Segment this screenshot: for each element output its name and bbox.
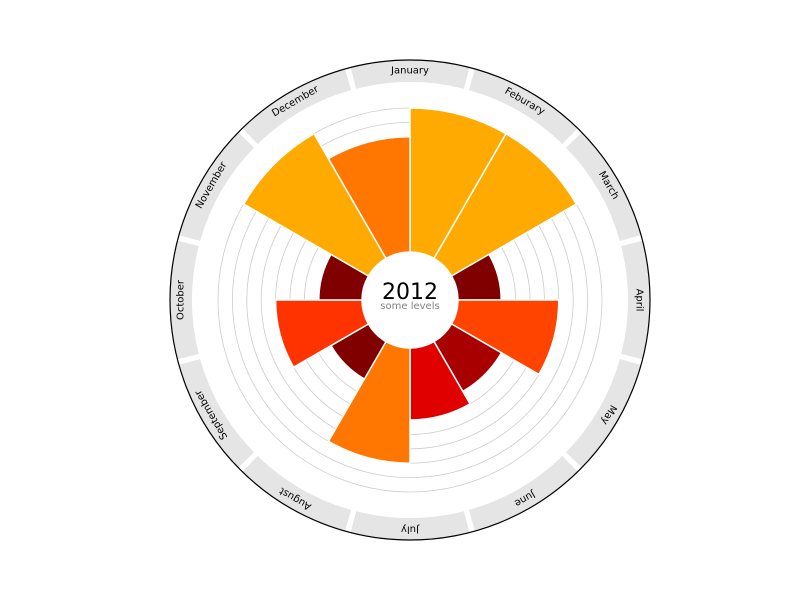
chart-title: 2012 [382,280,438,305]
month-ring-segment [178,132,255,242]
bars [242,107,578,464]
chart-subtitle: some levels [380,301,439,312]
center-disc [362,252,458,348]
month-ring-segment [350,511,470,540]
month-label: July [401,524,420,535]
month-ring-segment [242,68,352,145]
month-label: January [390,66,429,77]
month-ring-segment [178,358,255,468]
month-ring-segment [621,240,651,360]
month-ring-segment [170,240,199,360]
month-ring-segment [242,455,352,532]
month-ring-segment [350,60,470,89]
month-label: October [176,279,187,320]
month-label: April [634,289,645,312]
month-ring-segment [565,132,642,242]
month-ring-segment [468,68,578,145]
month-ring-segment [565,358,642,468]
month-ring-segment [468,455,578,532]
month-ring: JanuaryFeburaryMarchAprilMayJuneJulyAugu… [169,59,651,541]
outer-outline [169,59,651,541]
